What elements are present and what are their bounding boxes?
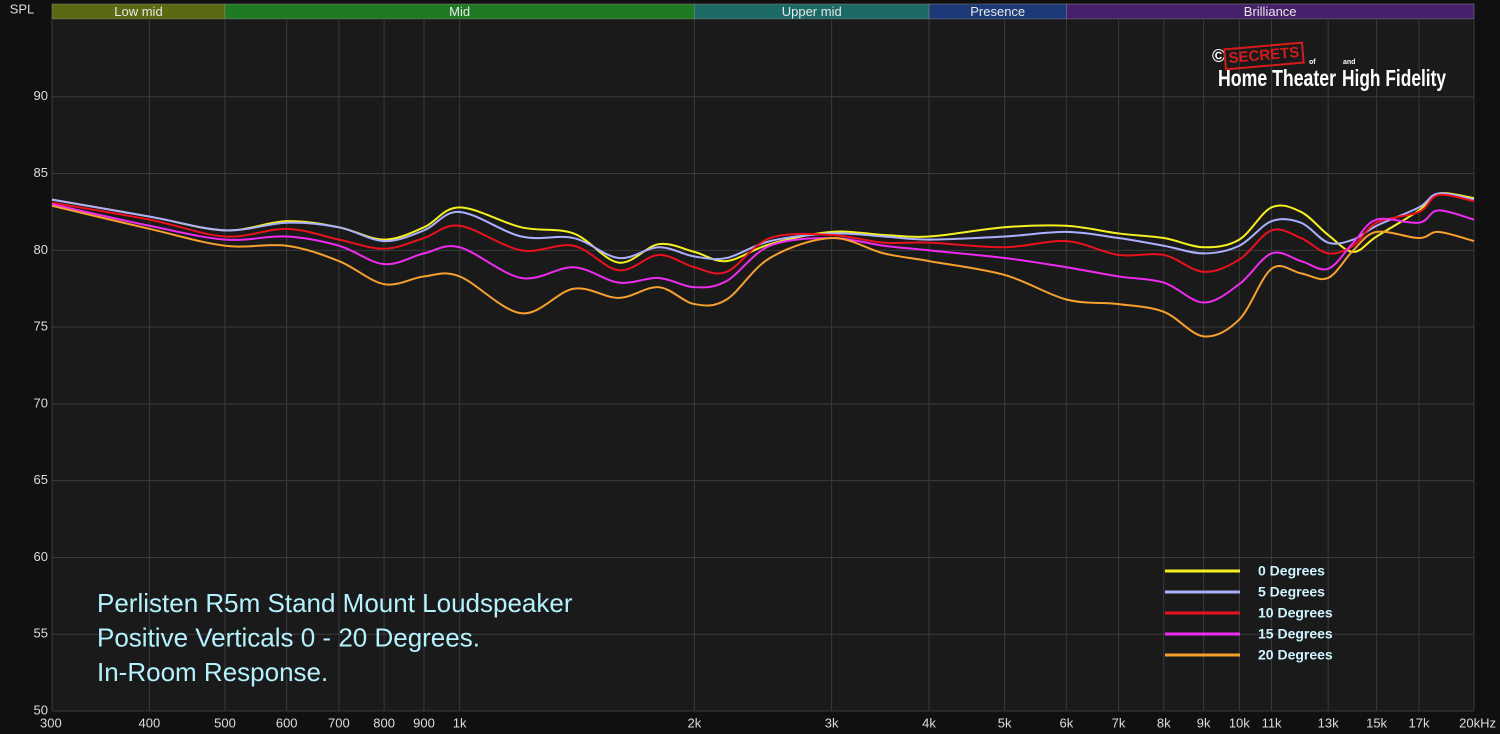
series-line	[51, 192, 1475, 264]
logo-of: of	[1309, 59, 1316, 66]
x-tick-label: 15k	[1366, 715, 1387, 730]
x-tick-label: 2k	[687, 715, 701, 730]
legend-label: 15 Degrees	[1258, 626, 1333, 642]
legend-label: 10 Degrees	[1258, 605, 1333, 621]
y-tick-label: 85	[34, 165, 48, 180]
x-tick-label: 4k	[922, 715, 936, 730]
logo-and: and	[1343, 59, 1355, 66]
x-tick-label: 400	[139, 715, 161, 730]
series-line	[51, 192, 1475, 261]
y-tick-label: 90	[34, 88, 48, 103]
logo-left: Home Theater	[1218, 65, 1336, 91]
series-line	[51, 204, 1475, 338]
logo-box	[1223, 41, 1305, 71]
x-tick-label: 17k	[1408, 715, 1429, 730]
annotation: Perlisten R5m Stand Mount Loudspeaker	[97, 588, 573, 618]
legend-label: 20 Degrees	[1258, 647, 1333, 663]
x-tick-label: 20kHz	[1459, 715, 1496, 730]
y-axis-label: SPL	[10, 1, 35, 16]
y-tick-label: 50	[34, 702, 48, 717]
logo: © SECRETS of Home Theater and High Fidel…	[1212, 41, 1446, 91]
x-tick-label: 600	[276, 715, 298, 730]
x-tick-label: 9k	[1197, 715, 1211, 730]
x-tick-label: 500	[214, 715, 236, 730]
logo-right: High Fidelity	[1342, 65, 1446, 91]
x-tick-label: 800	[373, 715, 395, 730]
x-tick-label: 7k	[1112, 715, 1126, 730]
annotation: In-Room Response.	[97, 657, 328, 687]
x-tick-label: 10k	[1229, 715, 1250, 730]
band-label: Presence	[970, 4, 1025, 19]
x-tick-label: 900	[413, 715, 435, 730]
series-line	[51, 193, 1475, 275]
annotation: Positive Verticals 0 - 20 Degrees.	[97, 622, 480, 652]
x-tick-label: 3k	[825, 715, 839, 730]
x-tick-label: 700	[328, 715, 350, 730]
plot-area	[52, 20, 1474, 711]
y-tick-label: 65	[34, 472, 48, 487]
y-tick-label: 70	[34, 395, 48, 410]
band-label: Low mid	[114, 4, 162, 19]
x-tick-label: 6k	[1059, 715, 1073, 730]
band-label: Upper mid	[782, 4, 842, 19]
band-label: Mid	[449, 4, 470, 19]
x-tick-label: 13k	[1318, 715, 1339, 730]
logo-secrets: SECRETS	[1228, 44, 1300, 67]
band-label: Brilliance	[1244, 4, 1297, 19]
x-tick-label: 300	[40, 715, 62, 730]
y-tick-label: 55	[34, 626, 48, 641]
y-tick-label: 60	[34, 549, 48, 564]
y-tick-label: 80	[34, 242, 48, 257]
x-tick-label: 1k	[453, 715, 467, 730]
x-tick-label: 5k	[998, 715, 1012, 730]
legend-label: 5 Degrees	[1258, 584, 1325, 600]
x-tick-label: 8k	[1157, 715, 1171, 730]
band	[1066, 3, 1475, 20]
legend-label: 0 Degrees	[1258, 563, 1325, 579]
x-tick-label: 11k	[1262, 715, 1282, 730]
logo-copyright: ©	[1212, 46, 1225, 66]
y-tick-label: 75	[34, 319, 48, 334]
